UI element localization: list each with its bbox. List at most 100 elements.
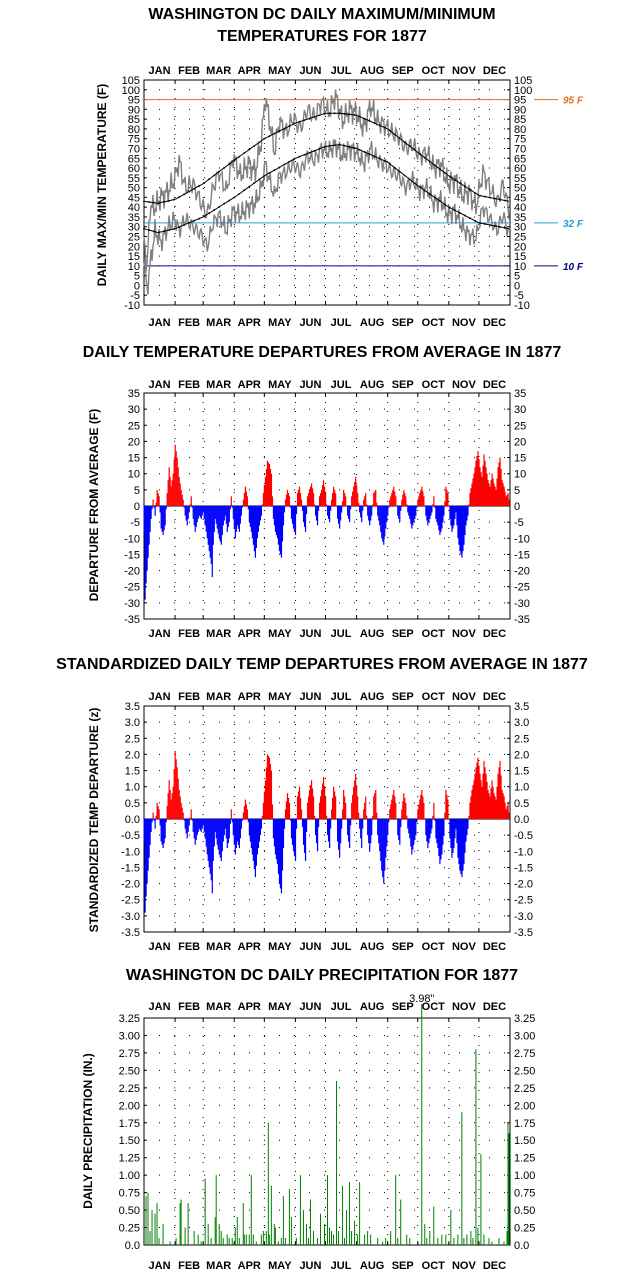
month-label-top: JAN	[149, 379, 171, 391]
series-normal-min-marker	[439, 200, 441, 202]
bar-positive	[505, 809, 507, 819]
month-label-bottom: NOV	[452, 941, 477, 953]
bar-positive	[343, 789, 345, 819]
bar-negative	[384, 506, 386, 537]
bar-positive	[446, 794, 448, 819]
series-normal-max-marker	[148, 201, 150, 203]
series-normal-min-marker	[288, 160, 291, 163]
bar-positive	[496, 786, 498, 819]
bar-positive	[332, 493, 334, 506]
bar-negative	[238, 506, 240, 532]
bar-negative	[200, 506, 202, 519]
bar-negative	[302, 506, 305, 523]
series-normal-max-marker	[278, 130, 281, 132]
bar-negative	[382, 506, 384, 542]
y-tick-label-left: 20	[128, 241, 140, 253]
bar-positive	[296, 493, 299, 506]
bar-positive	[479, 467, 481, 506]
bar-negative	[415, 819, 417, 836]
bar-negative	[203, 506, 205, 519]
bar-positive	[262, 802, 265, 819]
month-label-bottom: JAN	[149, 628, 171, 640]
bar-negative	[381, 819, 383, 871]
bar-negative	[414, 819, 416, 840]
bar-positive	[490, 480, 492, 506]
series-normal-min-marker	[143, 227, 145, 230]
bar-positive	[265, 468, 268, 506]
bar-negative	[186, 819, 188, 839]
series-normal-min-marker	[479, 222, 481, 224]
y-tick-label-right: 5	[514, 271, 520, 283]
bar-positive	[268, 757, 271, 819]
series-normal-min-marker	[268, 172, 271, 174]
month-label-bottom: JUN	[299, 317, 321, 329]
bar-positive	[356, 785, 358, 819]
month-label-top: APR	[238, 379, 261, 391]
bar-negative	[225, 506, 227, 524]
bar-positive	[353, 786, 355, 819]
bar-negative	[233, 506, 235, 529]
y-tick-label-right: 70	[514, 143, 526, 155]
bar-negative	[257, 819, 260, 849]
bar-positive	[472, 478, 474, 506]
bar-positive	[325, 815, 328, 819]
bar-negative	[429, 819, 431, 839]
y-tick-label-left: 2.00	[119, 1100, 140, 1112]
bar-negative	[378, 506, 380, 521]
series-normal-min-marker	[444, 203, 446, 206]
bar-positive	[179, 483, 181, 506]
bar-positive	[506, 806, 508, 819]
y-tick-label-right: -2.0	[514, 879, 533, 891]
reference-label: 95 F	[563, 96, 584, 107]
y-tick-label-right: 20	[514, 241, 526, 253]
chart-title: TEMPERATURES FOR 1877	[217, 28, 427, 45]
month-label-bottom: MAY	[268, 941, 292, 953]
bar-positive	[300, 809, 303, 819]
bar-negative	[217, 506, 219, 534]
bar-positive	[485, 773, 487, 819]
month-label-top: JAN	[149, 65, 171, 77]
bar-negative	[191, 819, 193, 821]
month-label-bottom: JUN	[299, 941, 321, 953]
y-tick-label-left: 15	[128, 453, 140, 465]
bar-positive	[313, 815, 316, 819]
bar-negative	[235, 819, 237, 849]
bar-positive	[392, 794, 394, 819]
bar-negative	[462, 819, 464, 871]
bar-positive	[356, 485, 358, 506]
bar-positive	[181, 807, 183, 819]
y-tick-label-right: -30	[514, 598, 530, 610]
bar-positive	[306, 496, 309, 506]
bar-negative	[198, 506, 200, 516]
month-label-bottom: MAY	[268, 628, 292, 640]
chart-title: WASHINGTON DC DAILY PRECIPITATION FOR 18…	[126, 967, 518, 984]
y-tick-label-right: 0.25	[514, 1223, 535, 1235]
y-tick-label-right: -10	[514, 300, 530, 312]
bar-negative	[276, 506, 279, 539]
y-tick-label-right: 35	[514, 212, 526, 224]
bar-positive	[242, 499, 244, 506]
bar-positive	[265, 767, 268, 819]
bar-negative	[413, 506, 415, 523]
precip-max-label: 3.98"	[409, 993, 434, 1005]
bar-negative	[415, 506, 417, 516]
month-label-bottom: NOV	[452, 628, 477, 640]
bar-positive	[343, 489, 345, 506]
bar-negative	[222, 819, 224, 842]
series-normal-max-marker	[343, 113, 346, 115]
series-normal-max-marker	[323, 112, 326, 115]
bar-negative	[162, 506, 164, 536]
y-tick-label-left: 2.50	[119, 1065, 140, 1077]
bar-negative	[360, 506, 362, 518]
bar-positive	[508, 812, 510, 819]
bar-positive	[490, 788, 492, 819]
bar-negative	[337, 819, 339, 842]
bar-negative	[412, 506, 414, 526]
bar-positive	[366, 815, 368, 819]
y-tick-label-left: 15	[128, 251, 140, 263]
bar-positive	[395, 802, 397, 819]
bar-negative	[362, 506, 364, 511]
series-normal-min-marker	[303, 153, 306, 156]
bar-positive	[267, 756, 270, 819]
